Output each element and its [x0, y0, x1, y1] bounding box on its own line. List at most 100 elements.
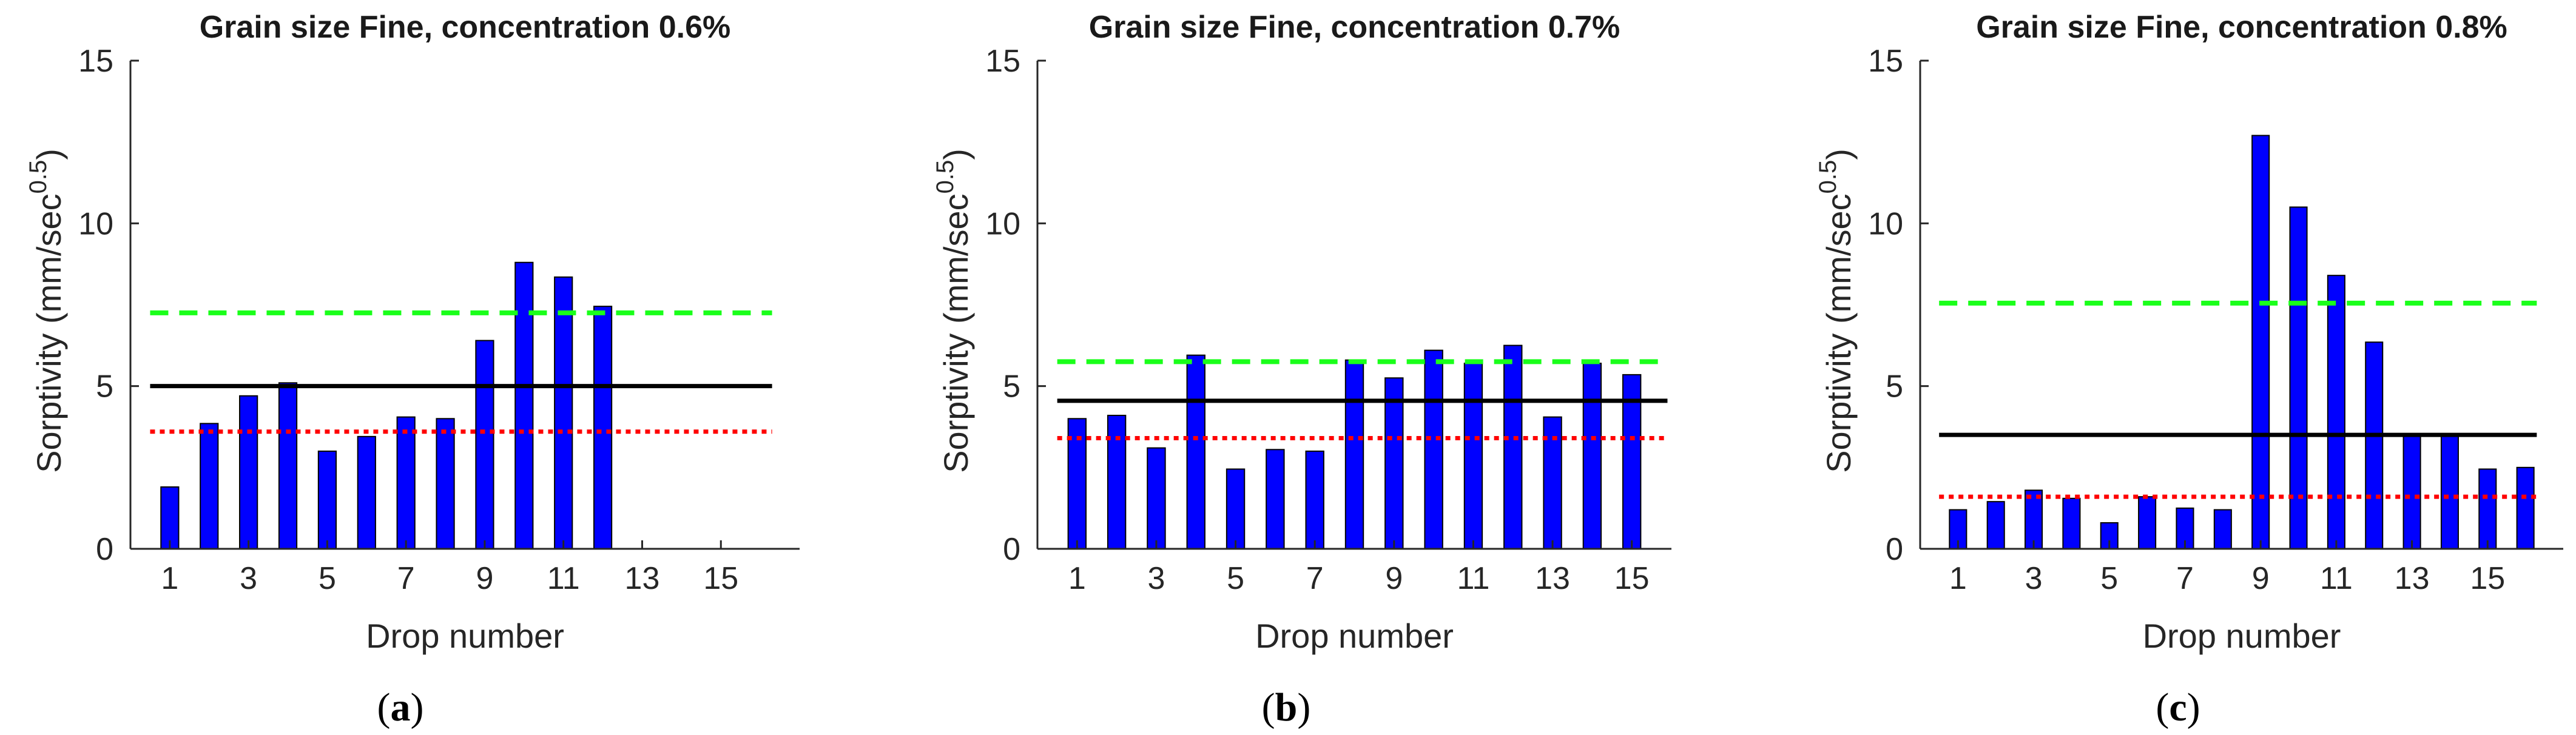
bar-drop-2 — [200, 423, 219, 550]
bar-drop-8 — [2213, 509, 2232, 549]
x-tick-label: 13 — [2395, 561, 2430, 596]
x-tick-label: 7 — [2176, 561, 2194, 596]
x-tick-label: 11 — [547, 561, 580, 596]
bar-drop-7 — [1305, 451, 1324, 549]
y-axis-label-close: ) — [30, 149, 68, 160]
bar-drop-10 — [1424, 349, 1443, 550]
bar-drop-14 — [2440, 434, 2459, 550]
y-axis-label-main: Sorptivity (mm/sec — [1819, 193, 1858, 473]
x-axis-label: Drop number — [1255, 617, 1454, 655]
bar-drop-6 — [357, 435, 376, 549]
bar-drop-9 — [2251, 135, 2270, 549]
bar-drop-9 — [1384, 377, 1404, 549]
panel-label-open: ( — [377, 685, 391, 730]
bar-drop-5 — [1226, 468, 1246, 549]
panel-label-close: ) — [1297, 685, 1310, 730]
chart-title: Grain size Fine, concentration 0.6% — [200, 10, 731, 45]
bar-drop-7 — [396, 416, 416, 550]
x-tick-label: 1 — [1949, 561, 1967, 596]
x-tick-label: 5 — [2100, 561, 2118, 596]
bar-drop-5 — [317, 451, 337, 549]
bar-drop-4 — [278, 382, 298, 549]
x-tick-label: 3 — [1147, 561, 1165, 596]
panel-label-letter: a — [391, 685, 411, 730]
bar-drop-3 — [2025, 489, 2043, 550]
y-axis-label-superscript: 0.5 — [25, 160, 52, 194]
panel-label-letter: b — [1275, 685, 1298, 730]
bar-drop-10 — [514, 261, 534, 549]
panel-label-letter: c — [2169, 685, 2187, 730]
bar-drop-9 — [475, 340, 494, 549]
x-tick-label: 13 — [625, 561, 660, 596]
bar-drop-3 — [1147, 447, 1166, 550]
bar-drop-12 — [1503, 344, 1523, 549]
y-axis-label-superscript: 0.5 — [932, 160, 959, 194]
y-axis-label-close: ) — [1819, 149, 1858, 160]
x-tick-label: 5 — [319, 561, 336, 596]
y-tick-label: 0 — [1886, 532, 1903, 567]
x-tick-label: 1 — [161, 561, 178, 596]
x-tick-label: 9 — [1385, 561, 1403, 596]
bar-drop-2 — [1107, 414, 1127, 550]
chart-title: Grain size Fine, concentration 0.8% — [1976, 10, 2507, 45]
y-axis-label-close: ) — [937, 149, 975, 160]
x-tick-label: 7 — [397, 561, 415, 596]
bar-drop-13 — [2402, 434, 2421, 550]
x-tick-label: 9 — [2252, 561, 2270, 596]
bar-drop-4 — [1186, 354, 1205, 550]
x-tick-label: 1 — [1068, 561, 1086, 596]
bar-drop-6 — [2138, 496, 2157, 550]
y-tick-label: 0 — [96, 532, 113, 567]
x-tick-label: 7 — [1306, 561, 1324, 596]
x-axis-label: Drop number — [366, 617, 564, 655]
y-tick-label: 5 — [1003, 369, 1020, 404]
y-tick-label: 15 — [1868, 44, 1903, 79]
y-axis-label-main: Sorptivity (mm/sec — [937, 193, 975, 473]
bar-drop-1 — [160, 486, 180, 549]
x-tick-label: 15 — [1614, 561, 1650, 596]
bar-drop-8 — [1344, 359, 1364, 549]
x-tick-label: 11 — [1457, 561, 1489, 596]
x-tick-label: 9 — [476, 561, 493, 596]
bar-drop-11 — [2327, 275, 2345, 549]
y-tick-label: 0 — [1003, 532, 1020, 567]
y-axis-label-main: Sorptivity (mm/sec — [30, 193, 68, 473]
bar-drop-8 — [436, 418, 455, 549]
bar-drop-2 — [1986, 501, 2005, 550]
y-axis-label-superscript: 0.5 — [1815, 160, 1841, 194]
bar-drop-11 — [554, 276, 573, 549]
y-tick-label: 10 — [78, 206, 113, 241]
panel-label-close: ) — [411, 685, 424, 730]
x-tick-label: 3 — [2025, 561, 2043, 596]
y-tick-label: 15 — [78, 44, 113, 79]
bar-drop-16 — [2516, 466, 2535, 549]
x-tick-label: 5 — [1227, 561, 1244, 596]
y-tick-label: 5 — [1886, 369, 1903, 404]
x-tick-label: 3 — [240, 561, 257, 596]
y-tick-label: 10 — [985, 206, 1020, 241]
bar-drop-6 — [1266, 449, 1285, 549]
y-tick-label: 5 — [96, 369, 113, 404]
chart-title: Grain size Fine, concentration 0.7% — [1089, 10, 1620, 45]
x-axis-label: Drop number — [2143, 617, 2341, 655]
bar-drop-12 — [2365, 341, 2384, 549]
panel-label-close: ) — [2187, 685, 2200, 730]
y-tick-label: 10 — [1868, 206, 1903, 241]
chart-panel-a: Grain size Fine, concentration 0.6% 0 5 10 1… — [25, 10, 800, 730]
x-tick-label: 15 — [703, 561, 738, 596]
bar-drop-12 — [593, 306, 613, 549]
x-tick-label: 13 — [1535, 561, 1570, 596]
bar-drop-15 — [2478, 468, 2497, 549]
chart-panel-c: Grain size Fine, concentration 0.8% 0 5 10 1… — [1815, 10, 2563, 730]
bar-drop-3 — [239, 395, 258, 549]
chart-panel-b: Grain size Fine, concentration 0.7% 0 5 10 1… — [932, 10, 1671, 730]
panel-label-open: ( — [1262, 685, 1275, 730]
x-tick-label: 15 — [2470, 561, 2505, 596]
panel-label: (a) — [377, 685, 424, 730]
panel-label: (b) — [1262, 685, 1311, 730]
y-axis-label: Sorptivity (mm/sec0.5) — [932, 149, 975, 473]
bar-drop-11 — [1463, 363, 1483, 549]
bar-drop-4 — [2062, 497, 2081, 549]
x-tick-label: 11 — [2320, 561, 2353, 596]
